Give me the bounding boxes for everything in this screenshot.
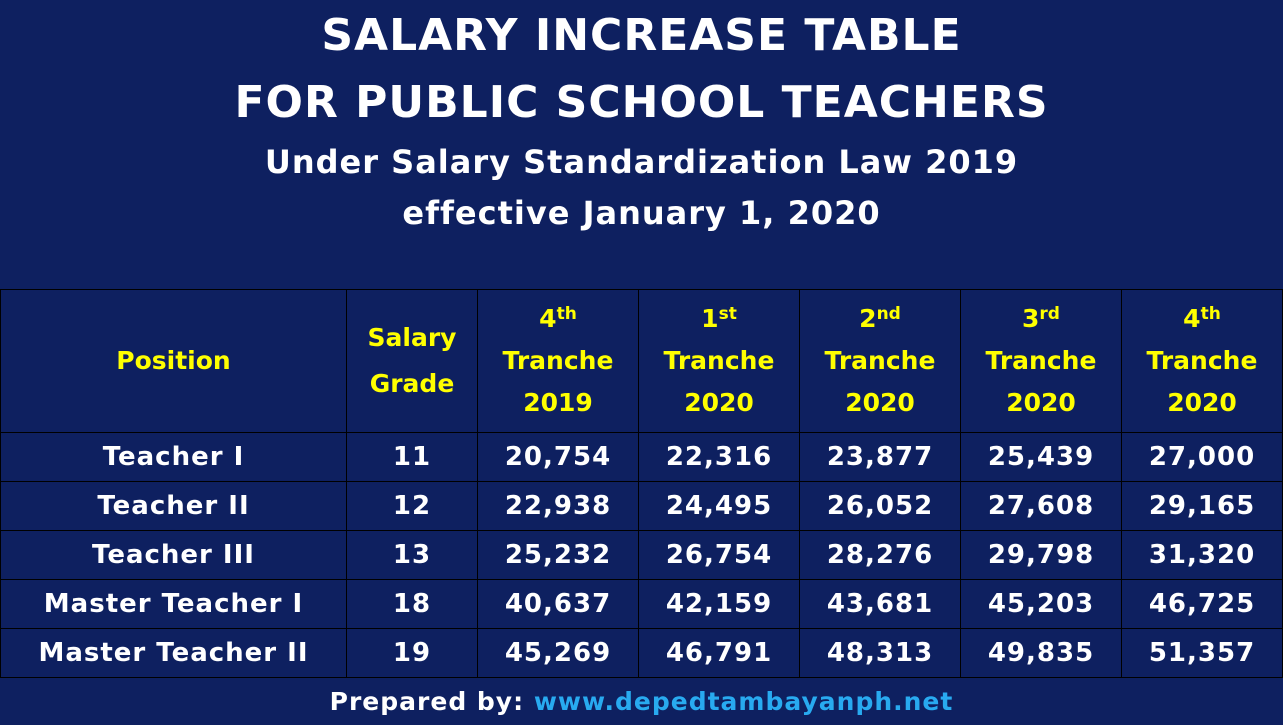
cell-value: 40,637	[477, 579, 639, 629]
salary-table: Position Salary Grade 4th Tranche 2019 1…	[0, 289, 1283, 678]
cell-value: 24,495	[638, 481, 800, 531]
header-tranche-4th-2020: 4th Tranche 2020	[1121, 289, 1283, 433]
tranche-suffix: th	[1200, 304, 1221, 324]
tranche-suffix: nd	[876, 304, 901, 324]
cell-value: 46,725	[1121, 579, 1283, 629]
cell-value: 49,835	[960, 628, 1122, 678]
cell-grade: 18	[346, 579, 478, 629]
cell-grade: 11	[346, 432, 478, 482]
tranche-year: 2019	[523, 388, 593, 417]
cell-position: Teacher I	[0, 432, 347, 482]
cell-grade: 19	[346, 628, 478, 678]
header-grade-line-2: Grade	[369, 369, 455, 398]
tranche-number: 3	[1022, 304, 1040, 333]
table-row: Master Teacher I 18 40,637 42,159 43,681…	[0, 579, 1283, 629]
cell-value: 42,159	[638, 579, 800, 629]
header-tranche-4th-2019: 4th Tranche 2019	[477, 289, 639, 433]
cell-value: 29,165	[1121, 481, 1283, 531]
header-tranche-3rd-2020: 3rd Tranche 2020	[960, 289, 1122, 433]
cell-value: 46,791	[638, 628, 800, 678]
tranche-word: Tranche	[663, 346, 775, 375]
cell-grade: 13	[346, 530, 478, 580]
tranche-year: 2020	[684, 388, 754, 417]
cell-value: 45,269	[477, 628, 639, 678]
cell-value: 29,798	[960, 530, 1122, 580]
cell-value: 27,608	[960, 481, 1122, 531]
title-line-1: SALARY INCREASE TABLE	[321, 10, 962, 61]
cell-value: 27,000	[1121, 432, 1283, 482]
cell-value: 51,357	[1121, 628, 1283, 678]
cell-value: 25,439	[960, 432, 1122, 482]
tranche-number: 2	[859, 304, 877, 333]
cell-value: 22,938	[477, 481, 639, 531]
tranche-number: 1	[701, 304, 719, 333]
cell-value: 25,232	[477, 530, 639, 580]
subtitle-line-2: effective January 1, 2020	[402, 194, 881, 232]
tranche-suffix: st	[718, 304, 737, 324]
tranche-suffix: rd	[1039, 304, 1060, 324]
tranche-year: 2020	[1006, 388, 1076, 417]
cell-value: 26,052	[799, 481, 961, 531]
cell-value: 22,316	[638, 432, 800, 482]
tranche-year: 2020	[845, 388, 915, 417]
prepared-by-label: Prepared by:	[329, 687, 525, 716]
website-link[interactable]: www.depedtambayanph.net	[533, 687, 954, 716]
cell-value: 48,313	[799, 628, 961, 678]
table-row: Teacher II 12 22,938 24,495 26,052 27,60…	[0, 481, 1283, 531]
footer-credit: Prepared by: www.depedtambayanph.net	[0, 682, 1283, 722]
cell-value: 28,276	[799, 530, 961, 580]
tranche-suffix: th	[556, 304, 577, 324]
cell-value: 43,681	[799, 579, 961, 629]
title-line-2: FOR PUBLIC SCHOOL TEACHERS	[234, 77, 1049, 128]
cell-value: 45,203	[960, 579, 1122, 629]
tranche-year: 2020	[1167, 388, 1237, 417]
table-header-row: Position Salary Grade 4th Tranche 2019 1…	[0, 289, 1283, 433]
cell-value: 20,754	[477, 432, 639, 482]
cell-position: Master Teacher II	[0, 628, 347, 678]
header-salary-grade: Salary Grade	[346, 289, 478, 433]
header-tranche-2nd-2020: 2nd Tranche 2020	[799, 289, 961, 433]
cell-position: Teacher III	[0, 530, 347, 580]
header-tranche-1st-2020: 1st Tranche 2020	[638, 289, 800, 433]
subtitle-line-1: Under Salary Standardization Law 2019	[264, 143, 1019, 181]
cell-grade: 12	[346, 481, 478, 531]
cell-value: 31,320	[1121, 530, 1283, 580]
cell-position: Teacher II	[0, 481, 347, 531]
cell-value: 26,754	[638, 530, 800, 580]
table-row: Teacher I 11 20,754 22,316 23,877 25,439…	[0, 432, 1283, 482]
table-row: Master Teacher II 19 45,269 46,791 48,31…	[0, 628, 1283, 678]
tranche-word: Tranche	[1146, 346, 1258, 375]
cell-position: Master Teacher I	[0, 579, 347, 629]
tranche-word: Tranche	[502, 346, 614, 375]
cell-value: 23,877	[799, 432, 961, 482]
header-position: Position	[0, 289, 347, 433]
tranche-word: Tranche	[985, 346, 1097, 375]
table-row: Teacher III 13 25,232 26,754 28,276 29,7…	[0, 530, 1283, 580]
tranche-word: Tranche	[824, 346, 936, 375]
tranche-number: 4	[539, 304, 557, 333]
header-grade-line-1: Salary	[367, 323, 457, 352]
tranche-number: 4	[1183, 304, 1201, 333]
